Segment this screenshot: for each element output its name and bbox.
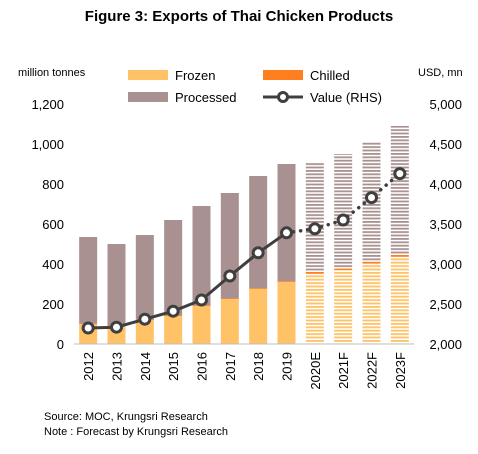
value-point-2014	[138, 312, 152, 326]
value-point-2012	[81, 321, 95, 335]
value-point-2016	[195, 293, 208, 307]
y-tick-left-1,000: 1,000	[31, 137, 64, 152]
legend-label-processed: Processed	[175, 90, 236, 105]
x-tick-2019: 2019	[280, 352, 295, 381]
source-note: Source: MOC, Krungsri Research	[44, 411, 208, 423]
bar-frozen-2021F	[334, 270, 353, 344]
x-tick-2021F: 2021F	[336, 352, 351, 389]
bar-processed-2014	[135, 235, 154, 320]
chart-title: Figure 3: Exports of Thai Chicken Produc…	[84, 8, 394, 25]
bar-chilled-2018	[249, 288, 268, 289]
value-point-2013	[110, 320, 123, 334]
x-tick-2016: 2016	[195, 352, 210, 381]
bar-processed-2015	[164, 220, 183, 316]
bar-frozen-2020E	[305, 275, 324, 344]
bar-frozen-2018	[249, 289, 268, 344]
legend-label-frozen: Frozen	[175, 68, 215, 83]
bar-processed-2019	[277, 164, 296, 282]
y-tick-left-0: 0	[57, 337, 64, 352]
y-axis-title-right: USD, mn	[418, 67, 463, 79]
x-tick-2022F: 2022F	[365, 352, 380, 389]
value-point-2018	[251, 246, 265, 260]
x-tick-2014: 2014	[138, 352, 153, 381]
y-tick-right-2,500: 2,500	[429, 297, 462, 312]
y-tick-left-200: 200	[42, 297, 64, 312]
y-tick-right-4,500: 4,500	[429, 137, 462, 152]
legend-swatch-chilled	[263, 70, 303, 80]
bar-frozen-2019	[277, 282, 296, 344]
bar-processed-2018	[249, 176, 268, 289]
x-tick-2012: 2012	[81, 352, 96, 381]
value-point-2019	[280, 226, 293, 240]
value-point-2022F	[365, 191, 378, 205]
bar-processed-2021F	[334, 154, 353, 267]
forecast-note: Note : Forecast by Krungsri Research	[44, 426, 229, 438]
bar-processed-2016	[192, 206, 211, 306]
x-tick-2013: 2013	[110, 352, 125, 381]
bar-frozen-2023F	[390, 257, 409, 344]
bar-chilled-2022F	[362, 261, 381, 264]
bar-frozen-2022F	[362, 264, 381, 344]
y-tick-left-1,200: 1,200	[31, 97, 64, 112]
legend-swatch-processed	[128, 92, 168, 102]
value-point-2017	[223, 269, 237, 283]
x-tick-2017: 2017	[223, 352, 238, 381]
y-tick-left-800: 800	[42, 177, 64, 192]
y-tick-left-600: 600	[42, 217, 64, 232]
bar-chilled-2017	[220, 298, 239, 299]
x-tick-2015: 2015	[166, 352, 181, 381]
y-tick-right-5,000: 5,000	[429, 97, 462, 112]
y-tick-right-4,000: 4,000	[429, 177, 462, 192]
legend-label-value-rhs-: Value (RHS)	[310, 90, 382, 105]
value-point-2020E	[308, 222, 322, 236]
y-tick-right-2,000: 2,000	[429, 337, 462, 352]
y-tick-right-3,500: 3,500	[429, 217, 462, 232]
bar-chilled-2021F	[334, 267, 353, 270]
bar-frozen-2014	[135, 320, 154, 344]
bar-frozen-2016	[192, 306, 211, 344]
legend-line-marker	[277, 91, 289, 103]
bar-frozen-2017	[220, 299, 239, 344]
y-tick-right-3,000: 3,000	[429, 257, 462, 272]
legend-label-chilled: Chilled	[310, 68, 350, 83]
value-point-2023F	[393, 167, 407, 181]
x-tick-2023F: 2023F	[393, 352, 408, 389]
bar-chilled-2019	[277, 281, 296, 282]
bar-processed-2012	[79, 237, 98, 324]
bar-chilled-2020E	[305, 271, 324, 275]
x-tick-2020E: 2020E	[308, 352, 323, 390]
bar-chilled-2023F	[390, 254, 409, 257]
y-axis-title-left: million tonnes	[18, 67, 86, 79]
bar-processed-2013	[107, 244, 126, 326]
y-tick-left-400: 400	[42, 257, 64, 272]
legend-swatch-frozen	[128, 70, 168, 80]
bar-processed-2023F	[390, 126, 409, 255]
x-tick-2018: 2018	[251, 352, 266, 381]
bar-frozen-2015	[164, 316, 183, 344]
value-point-2021F	[336, 213, 350, 227]
value-point-2015	[166, 304, 180, 318]
bar-processed-2020E	[305, 162, 324, 271]
